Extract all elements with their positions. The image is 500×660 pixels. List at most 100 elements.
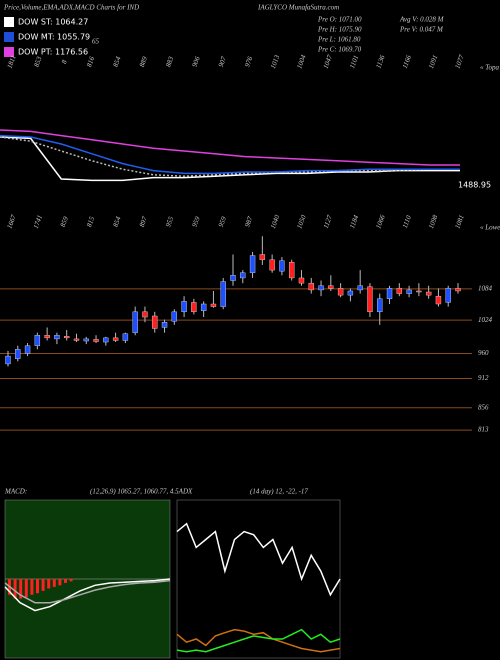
candle-body xyxy=(161,322,168,328)
stat: Pre V: 0.047 M xyxy=(399,26,444,34)
candle-body xyxy=(377,298,383,313)
right-label: « Topa xyxy=(480,64,500,72)
volume-label: 1047 xyxy=(322,53,334,69)
volume-label: 1077 xyxy=(453,53,465,69)
candle-body xyxy=(24,345,31,354)
candle-body xyxy=(406,289,412,294)
volume-label: 1066 xyxy=(374,213,386,229)
candle-body xyxy=(279,260,285,272)
candle-body xyxy=(34,335,41,346)
histogram-bar xyxy=(13,579,17,599)
candle-body xyxy=(259,254,266,260)
legend-label: DOW MT: 1055.79 xyxy=(18,33,90,42)
candle-body xyxy=(386,288,393,299)
line-ema-pt xyxy=(0,129,460,166)
volume-label: 8 xyxy=(60,58,69,64)
candle-body xyxy=(5,355,11,365)
candle-body xyxy=(347,290,354,296)
candle-body xyxy=(318,285,324,291)
volume-label: 1101 xyxy=(348,54,360,69)
volume-label: 1040 xyxy=(269,213,281,229)
candle-body xyxy=(455,288,461,292)
volume-label: 889 xyxy=(138,55,149,68)
price-label: 1488.95 xyxy=(458,181,491,190)
candle-body xyxy=(298,277,305,284)
histogram-bar xyxy=(19,579,23,599)
volume-label: 987 xyxy=(243,215,254,228)
candle-body xyxy=(142,311,148,318)
volume-label: 815 xyxy=(85,215,96,228)
candle-body xyxy=(367,286,373,313)
panel-params: (14 day) 12, -22, -17 xyxy=(250,488,308,496)
candle-body xyxy=(122,333,129,341)
volume-label: 854 xyxy=(111,55,122,68)
y-tick-label: 912 xyxy=(478,374,489,382)
volume-label: 816 xyxy=(85,55,96,68)
volume-label: 1081 xyxy=(453,214,465,230)
line-macd xyxy=(4,578,171,612)
candle-body xyxy=(435,295,442,305)
volume-label: 1110 xyxy=(401,214,413,229)
line-signal xyxy=(4,579,171,604)
candle-body xyxy=(54,335,60,340)
volume-label: 959 xyxy=(191,215,202,228)
candle-body xyxy=(357,285,363,291)
candle-body xyxy=(15,349,21,359)
candle-body xyxy=(200,303,207,311)
line-plus-di xyxy=(176,628,341,653)
stat: Pre H: 1075.90 xyxy=(317,26,362,34)
y-tick-label: 813 xyxy=(478,426,489,434)
y-tick-label: 1084 xyxy=(478,284,493,292)
line-price xyxy=(0,136,460,182)
histogram-bar xyxy=(69,579,73,582)
volume-label: 1741 xyxy=(32,214,44,230)
y-tick-label: 960 xyxy=(478,349,489,357)
line-adx xyxy=(176,522,341,597)
candle-body xyxy=(83,338,89,342)
stat: Pre O: 1071.00 xyxy=(317,16,362,24)
histogram-bar xyxy=(58,579,62,586)
stat: Avg V: 0.028 M xyxy=(399,16,445,24)
y-tick-label: 1024 xyxy=(478,316,493,324)
line-ema-mt xyxy=(0,134,460,175)
candle-body xyxy=(396,288,403,294)
volume-label: 1050 xyxy=(295,213,307,229)
y-tick-label: 856 xyxy=(478,403,489,411)
volume-label: 907 xyxy=(217,55,228,68)
candle-body xyxy=(308,282,314,291)
volume-label: 955 xyxy=(164,215,175,228)
histogram-bar xyxy=(41,579,45,591)
candle-body xyxy=(269,259,275,271)
candle-body xyxy=(240,272,246,279)
volume-label: 859 xyxy=(59,215,70,228)
candle-body xyxy=(93,339,99,342)
candle-body xyxy=(328,285,334,289)
histogram-bar xyxy=(24,579,28,598)
line-minus-di xyxy=(176,628,341,653)
volume-label: 1004 xyxy=(295,53,307,69)
volume-label: 959 xyxy=(217,215,228,228)
panel-bg xyxy=(176,499,341,659)
volume-label: 976 xyxy=(243,55,254,68)
legend-swatch xyxy=(4,17,14,27)
histogram-bar xyxy=(64,579,67,583)
legend-label: DOW ST: 1064.27 xyxy=(18,18,88,27)
volume-label: 1098 xyxy=(427,213,439,229)
histogram-bar xyxy=(36,579,39,594)
legend-label: DOW PT: 1176.56 xyxy=(18,48,88,57)
histogram-bar xyxy=(52,579,56,587)
histogram-bar xyxy=(47,579,51,589)
candle-body xyxy=(44,335,50,339)
candle-body xyxy=(132,311,138,333)
histogram-bar xyxy=(30,579,34,595)
candle-body xyxy=(171,311,178,322)
volume-label: 883 xyxy=(164,55,175,68)
volume-label: 1013 xyxy=(269,53,281,69)
candle-body xyxy=(249,255,256,273)
stat: Pre C: 1069.70 xyxy=(317,46,362,54)
site-name: IAGLYCO MunafaSutra.com xyxy=(257,4,339,12)
candle-body xyxy=(220,281,226,307)
candle-body xyxy=(288,262,295,279)
legend-swatch xyxy=(4,47,14,57)
